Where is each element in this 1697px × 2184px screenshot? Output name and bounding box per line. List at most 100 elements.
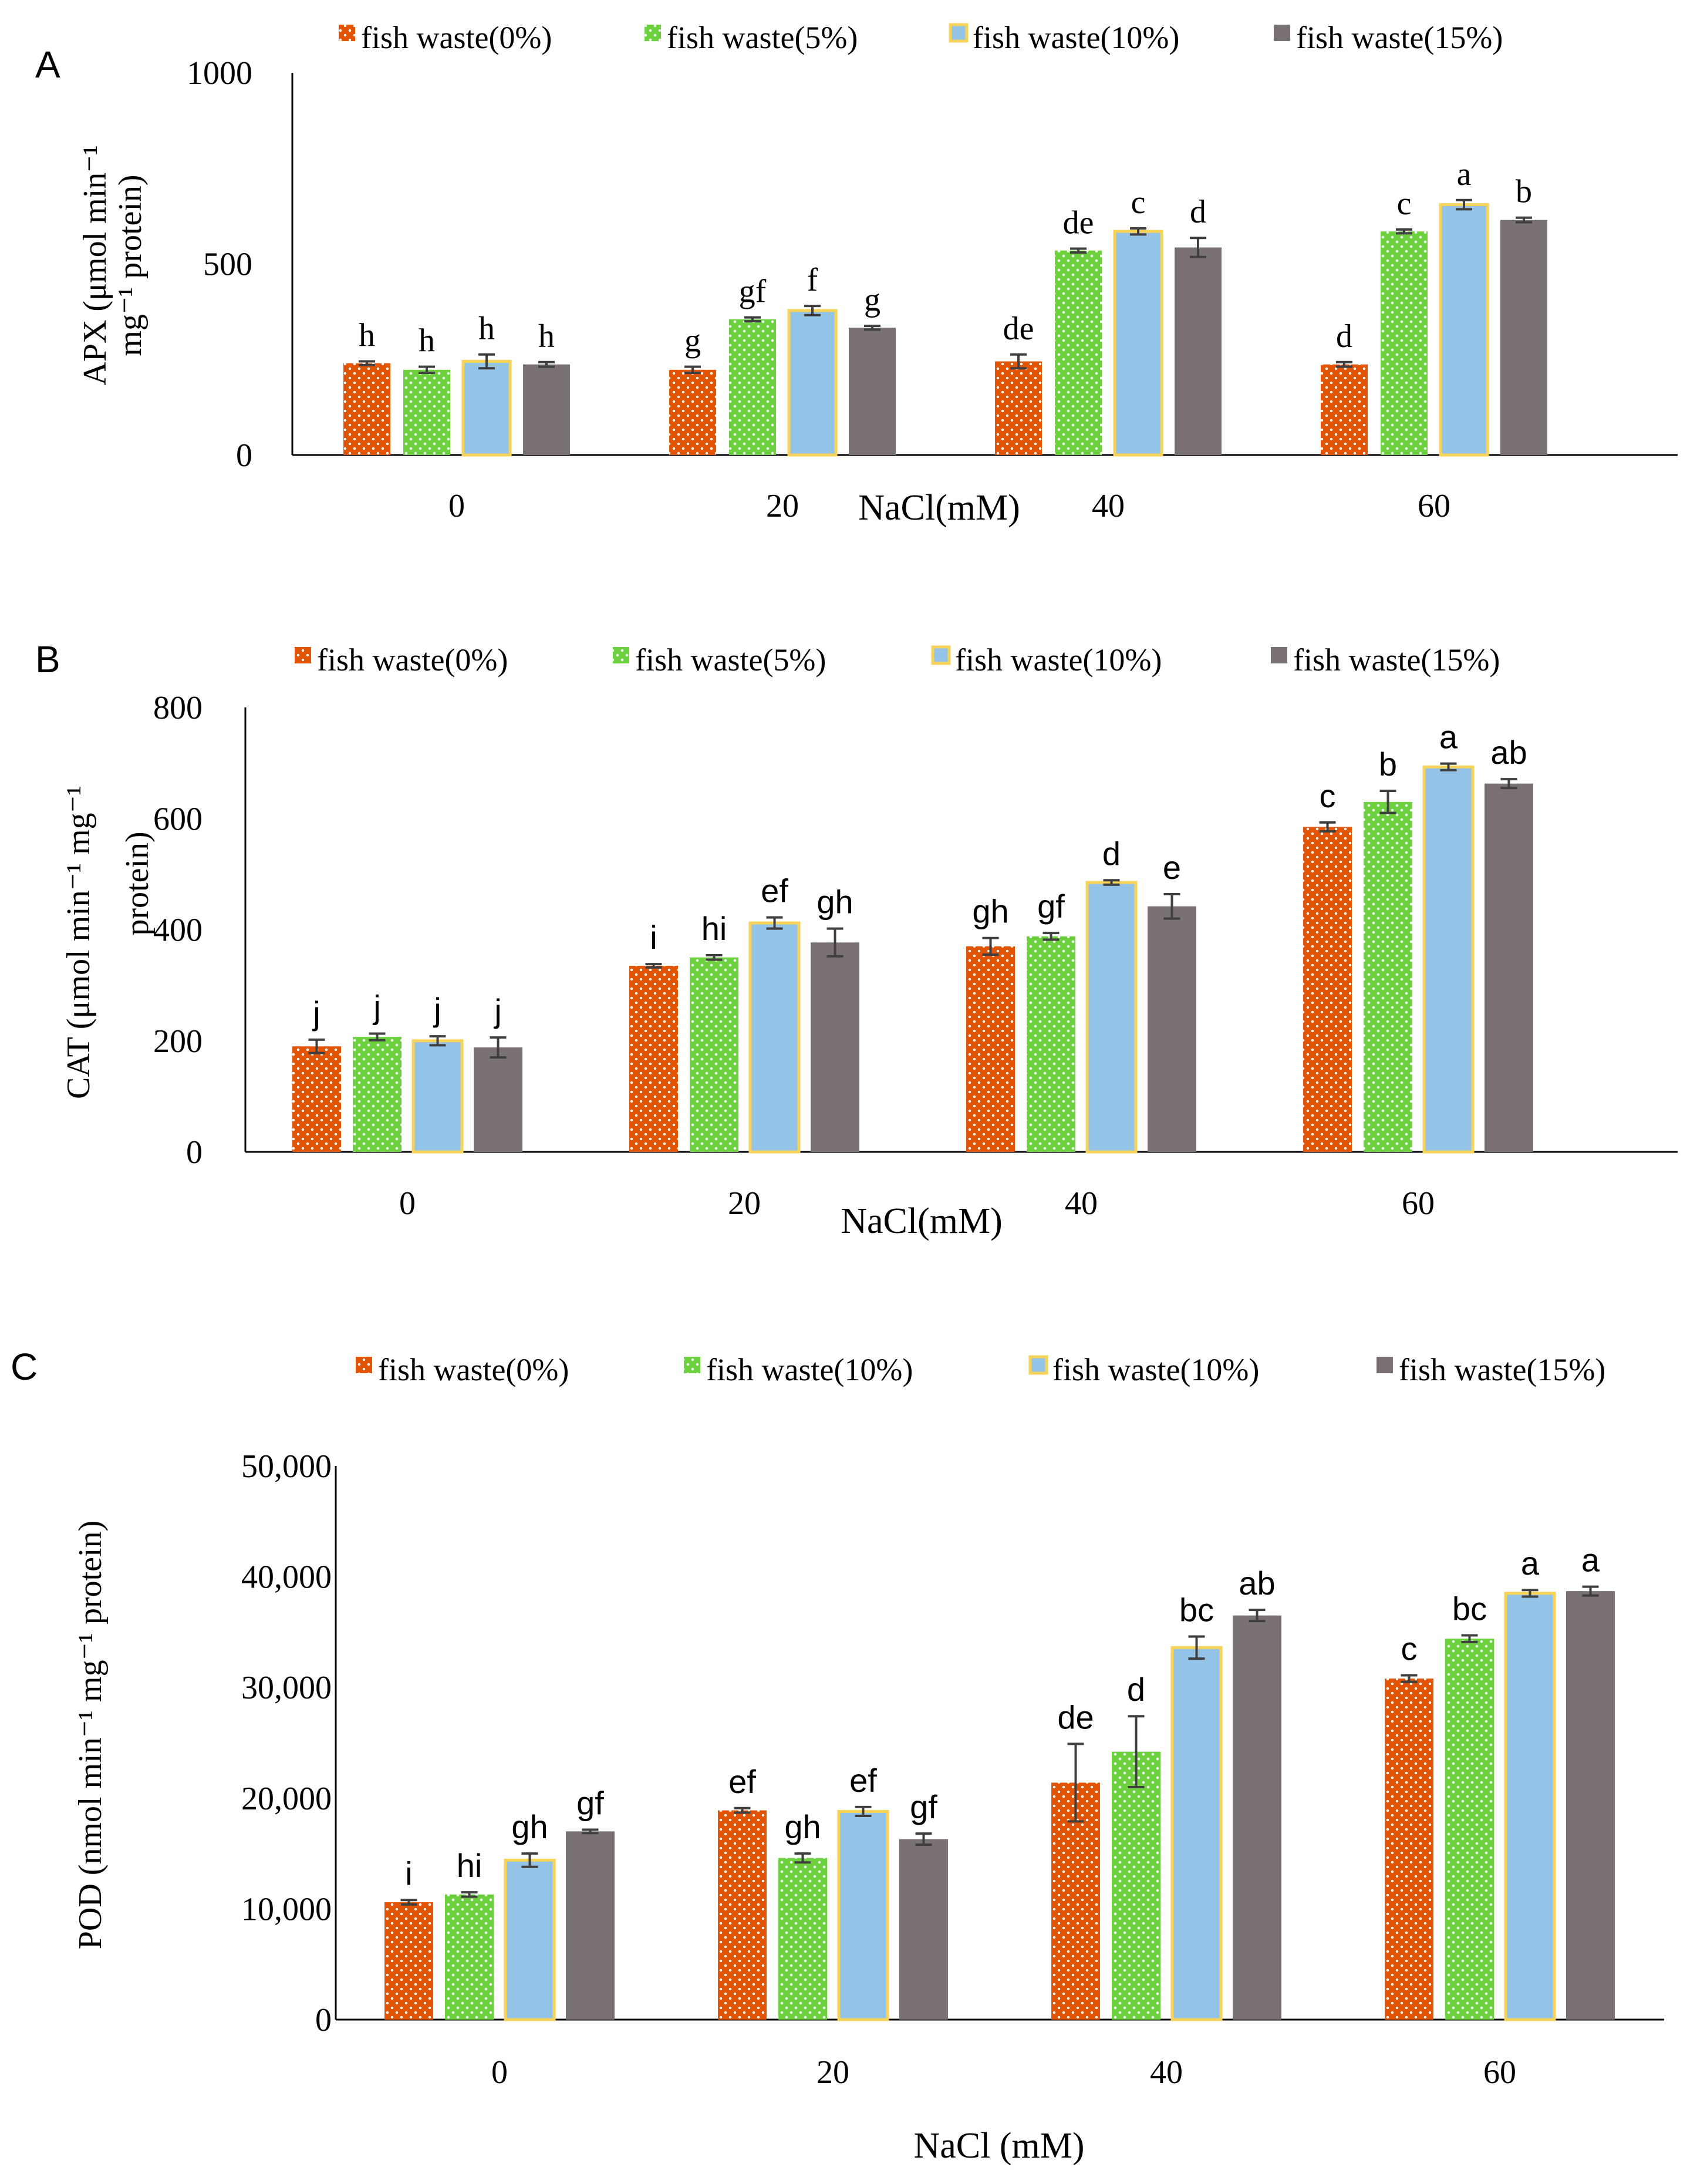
significance-letter: gf [910, 1788, 937, 1825]
error-bar [400, 1899, 417, 1906]
significance-letter: j [312, 995, 320, 1032]
x-axis-title-b: NaCl(mM) [841, 1201, 1003, 1241]
bar-gray-60 [1485, 783, 1533, 1152]
error-bar [804, 305, 821, 316]
legend-c: fish waste(0%) fish waste(10%) fish waste(… [356, 1352, 1605, 1387]
bar-blue-60 [1422, 765, 1475, 1154]
y-tick-label: 800 [153, 690, 203, 726]
significance-letter: gf [576, 1785, 604, 1822]
error-bar [1010, 353, 1027, 370]
bar-gray-20 [899, 1839, 948, 2020]
significance-letter: b [1516, 174, 1532, 210]
bar-gray-20 [849, 328, 896, 455]
error-bar [478, 353, 495, 370]
significance-letter: i [650, 919, 657, 956]
bar-green-60 [1364, 801, 1412, 1152]
y-axis-title-c: POD (nmol min⁻¹ mg⁻¹ protein) [72, 1521, 109, 1949]
error-bar [1067, 1743, 1084, 1823]
bar-orange-0 [343, 363, 390, 455]
error-bar [419, 365, 435, 375]
significance-letter: de [1057, 1698, 1094, 1735]
legend-swatch-blue [949, 23, 969, 43]
significance-letter: bc [1452, 1590, 1487, 1627]
error-bar [1582, 1585, 1599, 1597]
error-bar [1070, 247, 1087, 254]
bar-gray-20 [811, 942, 859, 1152]
legend-b: fish waste(0%) fish waste(5%) fish waste(1… [295, 642, 1500, 678]
error-bar [1188, 1635, 1205, 1660]
bar-orange-20 [718, 1810, 767, 2020]
legend-swatch-gray [1274, 25, 1290, 41]
y-tick-label: 400 [153, 912, 203, 949]
error-bar [645, 963, 662, 969]
y-tick-label: 0 [236, 437, 252, 474]
bar-green-0 [403, 369, 450, 455]
bar-blue-0 [411, 1039, 464, 1154]
legend-swatch-orange [295, 647, 311, 663]
significance-letter: a [1439, 719, 1458, 756]
significance-letter: e [1163, 849, 1181, 886]
x-tick-label: 40 [1092, 488, 1125, 524]
error-bar [915, 1832, 932, 1846]
error-bar [490, 1036, 507, 1059]
bar-green-0 [445, 1894, 494, 2020]
x-axis-ticks-b: 0 20 40 60 [399, 1185, 1435, 1222]
y-tick-label: 40,000 [241, 1559, 332, 1596]
bar-green-20 [778, 1858, 827, 2020]
significance-letter: hi [701, 910, 727, 947]
error-bar [1396, 228, 1412, 235]
y-axis-title-a-line2: mg⁻¹ protein) [112, 174, 149, 356]
panel-label-a: A [35, 43, 60, 86]
bar-blue-20 [837, 1809, 889, 2021]
bar-gray-60 [1500, 220, 1547, 455]
panel-c: C fish waste(0%) fish waste(10%) fish wast… [11, 1346, 1664, 2166]
x-tick-label: 40 [1065, 1185, 1098, 1222]
error-bar [982, 936, 999, 956]
error-bar [1190, 237, 1206, 258]
error-bar [1043, 932, 1060, 941]
y-tick-label: 30,000 [241, 1670, 332, 1706]
y-axis-title-b-line2: protein) [119, 831, 156, 935]
bar-green-60 [1381, 231, 1428, 455]
legend-label: fish waste(5%) [635, 642, 826, 678]
x-tick-label: 60 [1402, 1185, 1435, 1222]
significance-letter: d [1127, 1671, 1145, 1708]
bar-green-20 [690, 957, 738, 1152]
significance-letter: a [1457, 156, 1472, 193]
legend-label: fish waste(0%) [317, 642, 508, 678]
significance-letter: a [1521, 1545, 1540, 1582]
significance-letter: ab [1490, 734, 1527, 771]
bar-green-20 [729, 319, 776, 455]
error-bar [1401, 1674, 1418, 1683]
significance-letter: b [1379, 746, 1397, 783]
error-bar [1516, 216, 1532, 224]
significance-letter: gh [784, 1808, 821, 1845]
significance-letter: de [1063, 204, 1094, 241]
bar-blue-40 [1170, 1646, 1223, 2021]
bar-orange-60 [1385, 1679, 1433, 2020]
error-bar [521, 1852, 538, 1868]
y-tick-label: 600 [153, 801, 203, 837]
error-bar [706, 954, 723, 961]
legend-swatch-green [613, 647, 629, 663]
error-bar [1456, 198, 1472, 211]
x-axis-ticks-a: 0 20 40 60 [448, 488, 1450, 524]
bar-gray-0 [474, 1047, 522, 1152]
error-bar [1336, 360, 1352, 368]
error-bar [1379, 789, 1396, 814]
significance-letter: gh [817, 884, 853, 921]
significance-letter: h [419, 323, 435, 359]
significance-letter: gh [972, 893, 1008, 930]
x-tick-label: 0 [399, 1185, 416, 1222]
bar-gray-0 [523, 364, 570, 455]
legend-swatch-blue [931, 645, 951, 665]
legend-swatch-gray [1377, 1357, 1393, 1373]
significance-letter: d [1190, 194, 1206, 230]
x-tick-label: 60 [1418, 488, 1450, 524]
error-bar [855, 1805, 872, 1817]
significance-letter: c [1320, 777, 1336, 814]
significance-letter: gh [511, 1808, 548, 1845]
x-tick-label: 60 [1483, 2054, 1516, 2091]
x-tick-label: 20 [728, 1185, 761, 1222]
